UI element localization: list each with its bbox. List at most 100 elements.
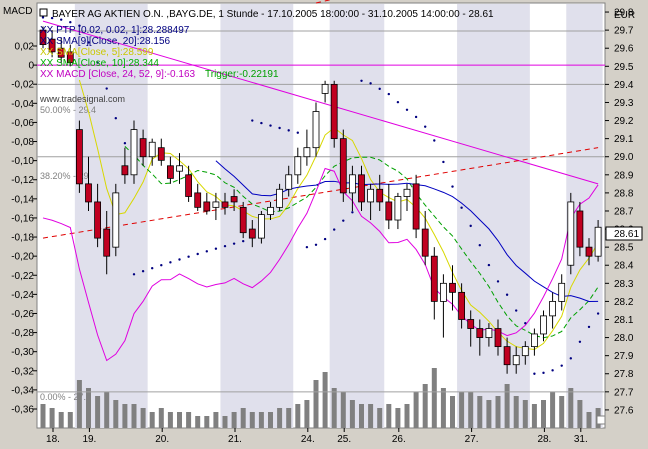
right-tick-label: 29.2 [614, 116, 634, 127]
psar-dot [342, 219, 345, 222]
psar-dot [178, 258, 181, 261]
candle-body [585, 246, 593, 257]
candle-body [412, 183, 420, 230]
candle-body [94, 201, 101, 239]
candle-body [176, 165, 183, 172]
left-tick-label: -0,14 [11, 194, 34, 205]
candle-body [476, 328, 484, 338]
right-axis: 27.6 27.7 27.8 27.9 28.0 28.1 28.2 28.3 28.4 28.5… [605, 8, 634, 416]
left-tick-label: -0,30 [11, 347, 34, 358]
candle-body [212, 201, 220, 208]
fib-38-label: 38.20% - 29 [40, 171, 89, 181]
psar-dot [78, 24, 81, 27]
candle-body [430, 255, 438, 302]
candle-body [130, 129, 138, 176]
right-tick-label: 29.0 [614, 152, 634, 163]
candle-body [139, 138, 147, 158]
right-tick-label: 28.8 [614, 188, 634, 199]
psar-dot [251, 119, 254, 122]
psar-dot [50, 16, 54, 20]
psar-dot [96, 61, 99, 64]
candle-body [467, 319, 475, 329]
right-tick-label: 29.5 [614, 62, 634, 73]
volume-bar [559, 396, 565, 428]
volume-bar [167, 412, 173, 428]
psar-dot [333, 228, 336, 231]
psar-dot [151, 266, 154, 270]
volume-bar [49, 408, 55, 428]
left-tick-label: -0,20 [11, 252, 34, 263]
volume-bar [413, 392, 419, 428]
candle-body [57, 47, 65, 58]
right-tick-label: 28.4 [614, 261, 634, 272]
psar-dot [187, 255, 190, 258]
psar-dot [160, 264, 163, 267]
resize-handle[interactable] [596, 415, 606, 425]
psar-dot [478, 244, 481, 247]
candle-body [358, 174, 365, 203]
psar-dot [451, 185, 454, 188]
left-tick-label: -0,10 [11, 156, 34, 167]
volume-bar [186, 412, 192, 428]
volume-bar [522, 400, 528, 428]
psar-dot [433, 139, 436, 142]
volume-bar [67, 412, 73, 428]
volume-bar [40, 404, 46, 428]
psar-dot [69, 21, 72, 24]
psar-dot [442, 160, 445, 164]
volume-bar [295, 404, 301, 428]
volume-bar [113, 400, 119, 428]
candle-body [294, 156, 302, 176]
volume-bar [304, 400, 310, 428]
x-tick-label: 20. [155, 434, 169, 445]
candle-body [285, 174, 293, 190]
right-tick-label: 29.4 [614, 80, 634, 91]
candle-body [66, 51, 74, 64]
left-axis: 0,02 0 -0,02 -0,04 -0,06 -0,08 -0,10 -0,12 -0,14… [11, 42, 37, 416]
psar-dot [242, 239, 245, 243]
volume-bar [213, 412, 219, 428]
right-tick-label: 27.6 [614, 405, 634, 416]
volume-bar [122, 404, 128, 428]
legend-trigger: Trigger:-0.22191 [205, 69, 279, 80]
x-tick-label: 26. [392, 434, 406, 445]
candle-body [85, 183, 92, 203]
volume-bar [440, 388, 446, 428]
candle-body [494, 328, 502, 348]
candle-body [439, 282, 447, 302]
psar-dot [105, 87, 108, 90]
day-bands [74, 4, 603, 428]
macd-line [42, 167, 599, 362]
psar-dot [515, 309, 518, 312]
day-band [329, 4, 385, 428]
volume-bar [477, 396, 483, 428]
candle-body [239, 206, 247, 234]
watermark: www.tradesignal.com [39, 94, 125, 104]
volume-bar [495, 396, 501, 428]
psar-dot [196, 252, 199, 256]
right-tick-label: 28.5 [614, 243, 634, 254]
x-tick-label: 31. [574, 434, 588, 445]
candle-body [458, 291, 466, 320]
psar-dot [587, 325, 591, 329]
legend-item: XX SMA[Close, 5]:28.599 [40, 47, 154, 58]
volume-bar [368, 404, 374, 428]
psar-dot [569, 357, 572, 360]
candle-body [421, 228, 429, 257]
left-tick-label: -0,16 [11, 213, 34, 224]
psar-dot [505, 293, 509, 296]
volume-bar [277, 408, 283, 428]
day-band [220, 4, 294, 428]
psar-dot [578, 340, 582, 344]
psar-dot [414, 115, 418, 119]
psar-dot [533, 372, 536, 375]
candle-body [558, 282, 566, 302]
psar-dot [223, 244, 227, 248]
volume-bar [104, 392, 110, 428]
volume-bar [377, 408, 383, 428]
psar-dot [123, 142, 127, 145]
volume-bar [422, 384, 428, 428]
volume-bar [431, 368, 437, 428]
candle-body [385, 201, 393, 221]
